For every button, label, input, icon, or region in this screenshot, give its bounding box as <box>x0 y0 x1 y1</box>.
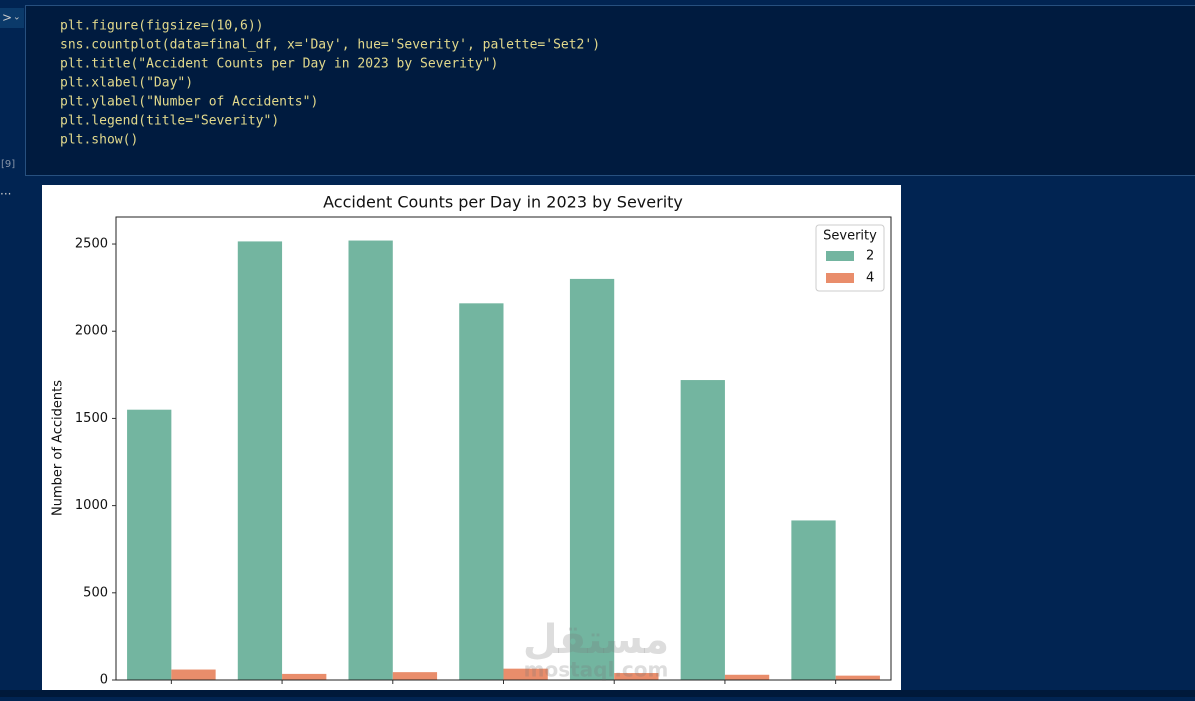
y-tick-label: 1500 <box>75 411 108 426</box>
y-axis-label: Number of Accidents <box>51 380 66 516</box>
bar <box>349 241 393 680</box>
y-tick-label: 0 <box>100 673 108 688</box>
code-line: plt.figure(figsize=(10,6)) <box>60 19 264 34</box>
bar <box>791 520 835 680</box>
output-prompt: ... <box>0 184 11 198</box>
code-line: plt.show() <box>60 133 138 148</box>
bar <box>393 672 437 680</box>
watermark: مستقل <box>523 617 669 663</box>
bar <box>459 303 503 680</box>
legend-swatch <box>826 273 854 283</box>
y-tick-label: 2000 <box>75 324 108 339</box>
bar <box>282 674 326 680</box>
bar <box>681 380 725 680</box>
code-line: plt.ylabel("Number of Accidents") <box>60 95 318 110</box>
run-icon: > <box>2 11 12 25</box>
code-line: sns.countplot(data=final_df, x='Day', hu… <box>60 38 600 53</box>
bar <box>127 410 171 680</box>
y-tick-label: 2500 <box>75 237 108 252</box>
y-tick-label: 500 <box>83 585 108 600</box>
y-tick-label: 1000 <box>75 498 108 513</box>
code-line: plt.legend(title="Severity") <box>60 114 279 129</box>
execution-count: [9] <box>1 159 15 170</box>
bar <box>171 670 215 680</box>
legend-label: 4 <box>866 271 874 286</box>
bar <box>238 241 282 680</box>
watermark: mostaql.com <box>524 658 669 682</box>
bottom-strip <box>0 690 1195 697</box>
bar <box>836 676 880 680</box>
legend-label: 2 <box>866 249 874 264</box>
bar <box>725 675 769 680</box>
chart-title: Accident Counts per Day in 2023 by Sever… <box>323 193 683 212</box>
code-line: plt.xlabel("Day") <box>60 76 193 91</box>
chevron: ⌄ <box>13 13 21 23</box>
code-line: plt.title("Accident Counts per Day in 20… <box>60 57 498 72</box>
legend-swatch <box>826 251 854 261</box>
legend-title: Severity <box>823 229 877 244</box>
